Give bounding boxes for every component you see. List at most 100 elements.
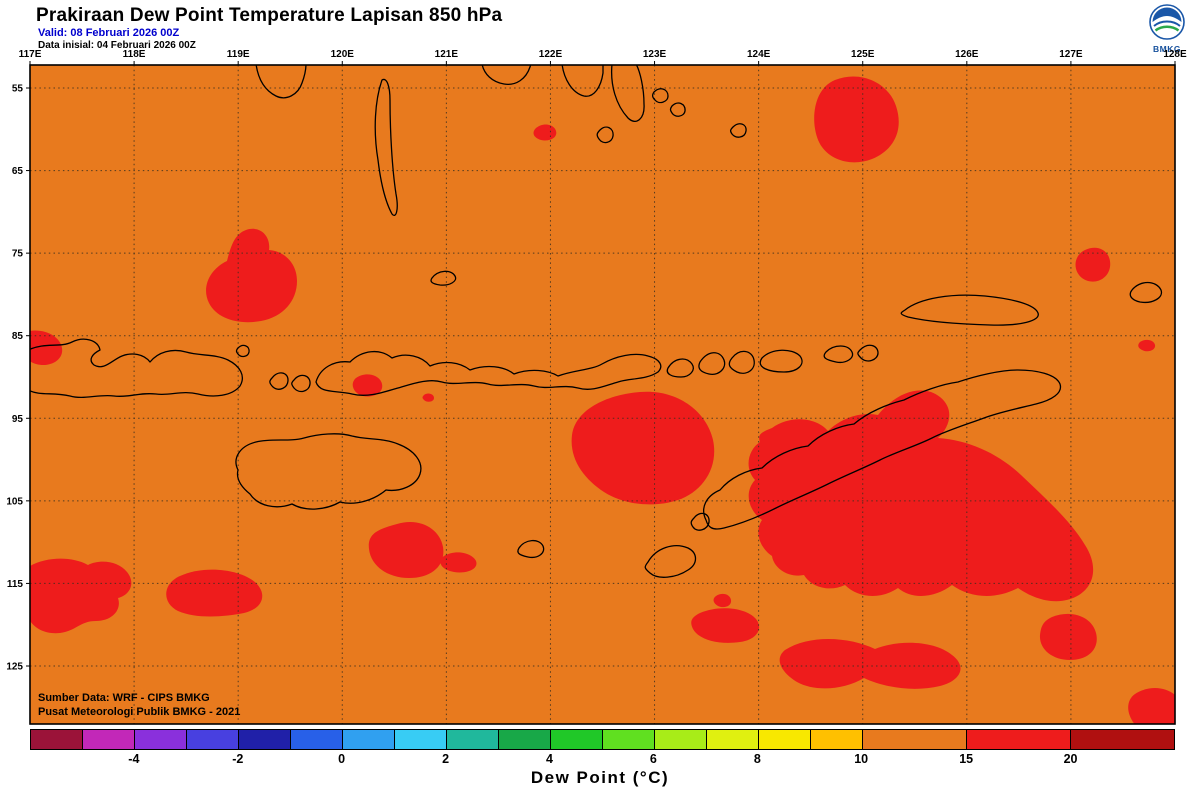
- colorbar-tick: 2: [442, 752, 450, 766]
- colorbar-segment: [811, 730, 863, 749]
- dewpoint-red-region: [691, 608, 760, 643]
- bmkg-logo: BMKG: [1144, 2, 1190, 54]
- issuer-label: Pusat Meteorologi Publik BMKG - 2021: [38, 706, 241, 718]
- lon-label: 126E: [955, 49, 979, 60]
- colorbar-tick: 15: [959, 752, 974, 766]
- coastline: [561, 65, 604, 97]
- lon-label: 123E: [643, 49, 667, 60]
- dewpoint-red-region: [1138, 339, 1156, 352]
- lat-label: 125: [6, 661, 23, 672]
- lat-label: 75: [12, 249, 24, 260]
- lon-label: 121E: [435, 49, 459, 60]
- dewpoint-red-region: [1075, 247, 1111, 282]
- dewpoint-red-region: [440, 552, 477, 573]
- colorbar: [30, 729, 1175, 750]
- colorbar-tick: -4: [128, 752, 140, 766]
- lon-label: 120E: [331, 49, 355, 60]
- colorbar-segment: [239, 730, 291, 749]
- coastline: [374, 78, 398, 216]
- lon-label: 119E: [227, 49, 250, 60]
- coastline: [235, 344, 250, 358]
- dewpoint-red-region: [571, 391, 715, 505]
- colorbar-segment: [759, 730, 811, 749]
- coastline: [481, 65, 532, 85]
- lon-label: 124E: [747, 49, 771, 60]
- dewpoint-red-region: [368, 521, 444, 578]
- colorbar-segment: [655, 730, 707, 749]
- coastline: [857, 344, 879, 362]
- lon-label: 117E: [19, 49, 42, 60]
- bmkg-logo-icon: [1149, 4, 1185, 40]
- coastline: [255, 65, 307, 99]
- coastline: [644, 545, 697, 578]
- colorbar-segment: [1071, 730, 1175, 749]
- dewpoint-red-region: [1039, 613, 1097, 660]
- coastline: [690, 512, 710, 531]
- coastline: [517, 539, 545, 559]
- coastline: [698, 352, 726, 375]
- lon-label: 125E: [851, 49, 875, 60]
- initial-time-label: Data inisial: 04 Februari 2026 00Z: [38, 40, 196, 51]
- colorbar-segment: [863, 730, 968, 749]
- dewpoint-red-region: [1128, 688, 1175, 724]
- colorbar-segment: [603, 730, 655, 749]
- coastline: [703, 369, 1062, 530]
- colorbar-segment: [447, 730, 499, 749]
- lat-label: 115: [7, 579, 24, 590]
- dewpoint-red-region: [30, 330, 63, 365]
- lon-label: 122E: [539, 49, 563, 60]
- coastline: [235, 433, 422, 510]
- coastline: [728, 350, 755, 374]
- coastline: [269, 372, 289, 390]
- colorbar-segment: [967, 730, 1072, 749]
- coastline: [669, 102, 686, 117]
- bmkg-logo-label: BMKG: [1153, 44, 1181, 54]
- lat-label: 55: [12, 84, 24, 95]
- colorbar-segment: [551, 730, 603, 749]
- dewpoint-red-region: [713, 593, 732, 608]
- dewpoint-red-region: [352, 374, 383, 397]
- coastline: [666, 358, 694, 378]
- dewpoint-red-region: [814, 76, 899, 163]
- dewpoint-red-region: [30, 558, 132, 634]
- colorbar-segment: [707, 730, 759, 749]
- coastline: [729, 123, 747, 138]
- lat-label: 105: [6, 496, 23, 507]
- source-data-label: Sumber Data: WRF - CIPS BMKG: [38, 692, 210, 704]
- colorbar-segment: [291, 730, 343, 749]
- colorbar-tick-labels: -4 -2 0 2 4 6 8 10 15 20: [30, 752, 1175, 767]
- map-border: [29, 64, 1176, 725]
- coastline: [596, 126, 614, 144]
- coastline: [30, 338, 243, 399]
- colorbar-segment: [187, 730, 239, 749]
- coastline: [430, 270, 457, 286]
- colorbar-tick: 4: [546, 752, 553, 766]
- valid-time-label: Valid: 08 Februari 2026 00Z: [38, 27, 180, 39]
- coastline: [651, 88, 669, 104]
- lon-label: 127E: [1059, 49, 1083, 60]
- lon-label: 128E: [1163, 49, 1187, 60]
- colorbar-caption: Dew Point (°C): [530, 768, 670, 787]
- lat-label: 65: [12, 166, 24, 177]
- dewpoint-red-region: [166, 569, 263, 617]
- dewpoint-red-region: [748, 390, 1094, 602]
- colorbar-segment: [31, 730, 83, 749]
- page-title: Prakiraan Dew Point Temperature Lapisan …: [36, 5, 503, 26]
- coastline: [610, 65, 645, 122]
- colorbar-segment: [395, 730, 447, 749]
- colorbar-segment: [499, 730, 551, 749]
- coastline: [291, 374, 311, 393]
- colorbar-tick: 6: [649, 752, 657, 766]
- colorbar-segment: [83, 730, 135, 749]
- dewpoint-red-region: [206, 228, 297, 323]
- dewpoint-red-region: [779, 638, 961, 689]
- lat-label: 95: [12, 414, 24, 425]
- colorbar-tick: 10: [854, 752, 869, 766]
- colorbar-tick: 20: [1063, 752, 1078, 766]
- dewpoint-red-region: [422, 393, 434, 402]
- lon-label: 118E: [123, 49, 146, 60]
- colorbar-tick: -2: [232, 752, 244, 766]
- colorbar-tick: 0: [338, 752, 346, 766]
